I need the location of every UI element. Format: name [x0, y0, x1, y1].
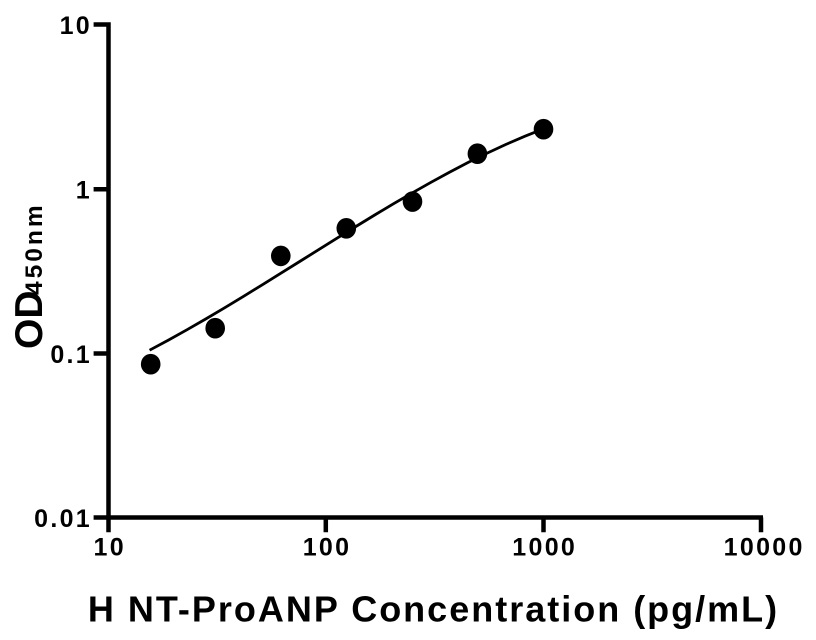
svg-text:OD: OD [8, 291, 51, 350]
svg-text:H NT-ProANP Concentration (pg/: H NT-ProANP Concentration (pg/mL) [88, 588, 779, 629]
svg-text:10000: 10000 [724, 534, 805, 562]
svg-text:10: 10 [60, 12, 92, 40]
svg-text:0.1: 0.1 [50, 341, 92, 369]
svg-text:0.01: 0.01 [34, 505, 92, 533]
svg-text:1000: 1000 [512, 534, 577, 562]
svg-text:10: 10 [93, 534, 125, 562]
svg-text:450nm: 450nm [21, 202, 48, 295]
svg-text:100: 100 [303, 534, 352, 562]
svg-text:1: 1 [76, 177, 92, 205]
